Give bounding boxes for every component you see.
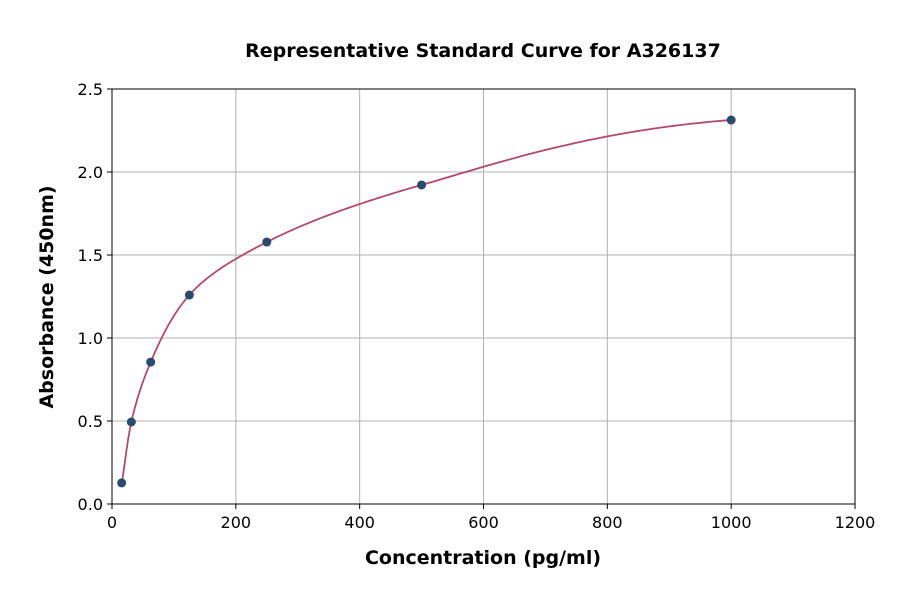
data-point — [117, 478, 127, 488]
y-tick-label: 1.0 — [78, 329, 103, 348]
y-tick-label: 0.5 — [78, 412, 103, 431]
x-tick-label: 200 — [221, 513, 252, 532]
y-tick-label: 2.5 — [78, 80, 103, 99]
data-point — [262, 237, 272, 247]
x-tick-label: 800 — [592, 513, 623, 532]
plot-frame — [111, 88, 856, 505]
y-tick-label: 1.5 — [78, 246, 103, 265]
fit-curve — [120, 119, 732, 484]
x-tick-label: 1000 — [711, 513, 752, 532]
x-tick-label: 600 — [468, 513, 499, 532]
y-tick-label: 0.0 — [78, 495, 103, 514]
data-point — [146, 357, 156, 367]
x-tick-label: 1200 — [835, 513, 876, 532]
data-point — [126, 417, 136, 427]
x-tick-label: 400 — [344, 513, 375, 532]
data-point — [417, 180, 427, 190]
chart-title: Representative Standard Curve for A32613… — [245, 40, 721, 62]
data-point — [184, 290, 194, 300]
x-tick-label: 0 — [107, 513, 117, 532]
data-point — [726, 115, 736, 125]
y-axis-label: Absorbance (450nm) — [36, 185, 58, 408]
x-axis-label: Concentration (pg/ml) — [365, 547, 601, 569]
y-tick-label: 2.0 — [78, 163, 103, 182]
